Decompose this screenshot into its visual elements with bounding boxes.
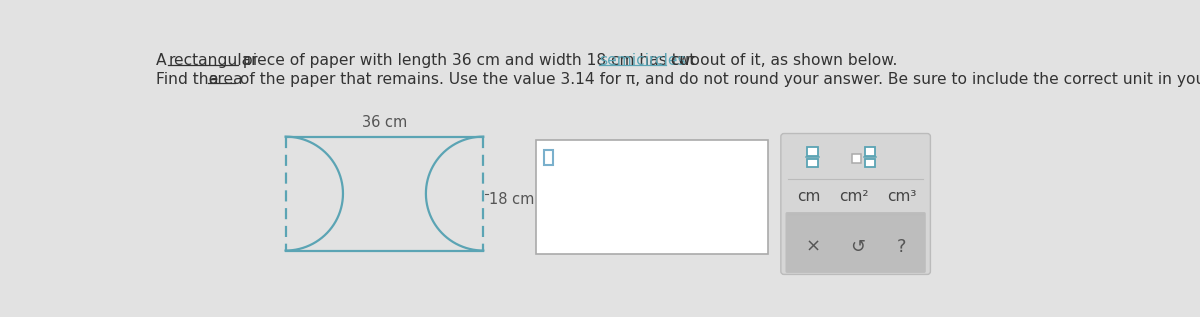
Text: semicircles: semicircles xyxy=(599,54,686,68)
Text: ×: × xyxy=(806,238,821,256)
Text: ?: ? xyxy=(898,238,906,256)
Text: area: area xyxy=(209,72,242,87)
Bar xyxy=(808,147,818,156)
Text: 36 cm: 36 cm xyxy=(362,115,407,130)
Text: ↺: ↺ xyxy=(850,238,865,256)
Text: piece of paper with length 36 cm and width 18 cm has two: piece of paper with length 36 cm and wid… xyxy=(238,54,704,68)
Bar xyxy=(852,153,862,163)
FancyBboxPatch shape xyxy=(786,212,925,273)
FancyBboxPatch shape xyxy=(781,133,930,275)
Text: cm³: cm³ xyxy=(887,189,917,204)
Text: rectangular: rectangular xyxy=(168,54,258,68)
Text: cm: cm xyxy=(797,189,821,204)
Text: Find the: Find the xyxy=(156,72,223,87)
Text: A: A xyxy=(156,54,172,68)
Text: cut out of it, as shown below.: cut out of it, as shown below. xyxy=(666,54,898,68)
Bar xyxy=(536,140,768,255)
Bar xyxy=(544,150,553,165)
Text: cm²: cm² xyxy=(839,189,869,204)
Text: of the paper that remains. Use the value 3.14 for π, and do not round your answe: of the paper that remains. Use the value… xyxy=(235,72,1200,87)
Bar xyxy=(864,147,876,156)
Bar xyxy=(864,159,876,167)
Text: 18 cm: 18 cm xyxy=(488,192,534,207)
Bar xyxy=(808,159,818,167)
